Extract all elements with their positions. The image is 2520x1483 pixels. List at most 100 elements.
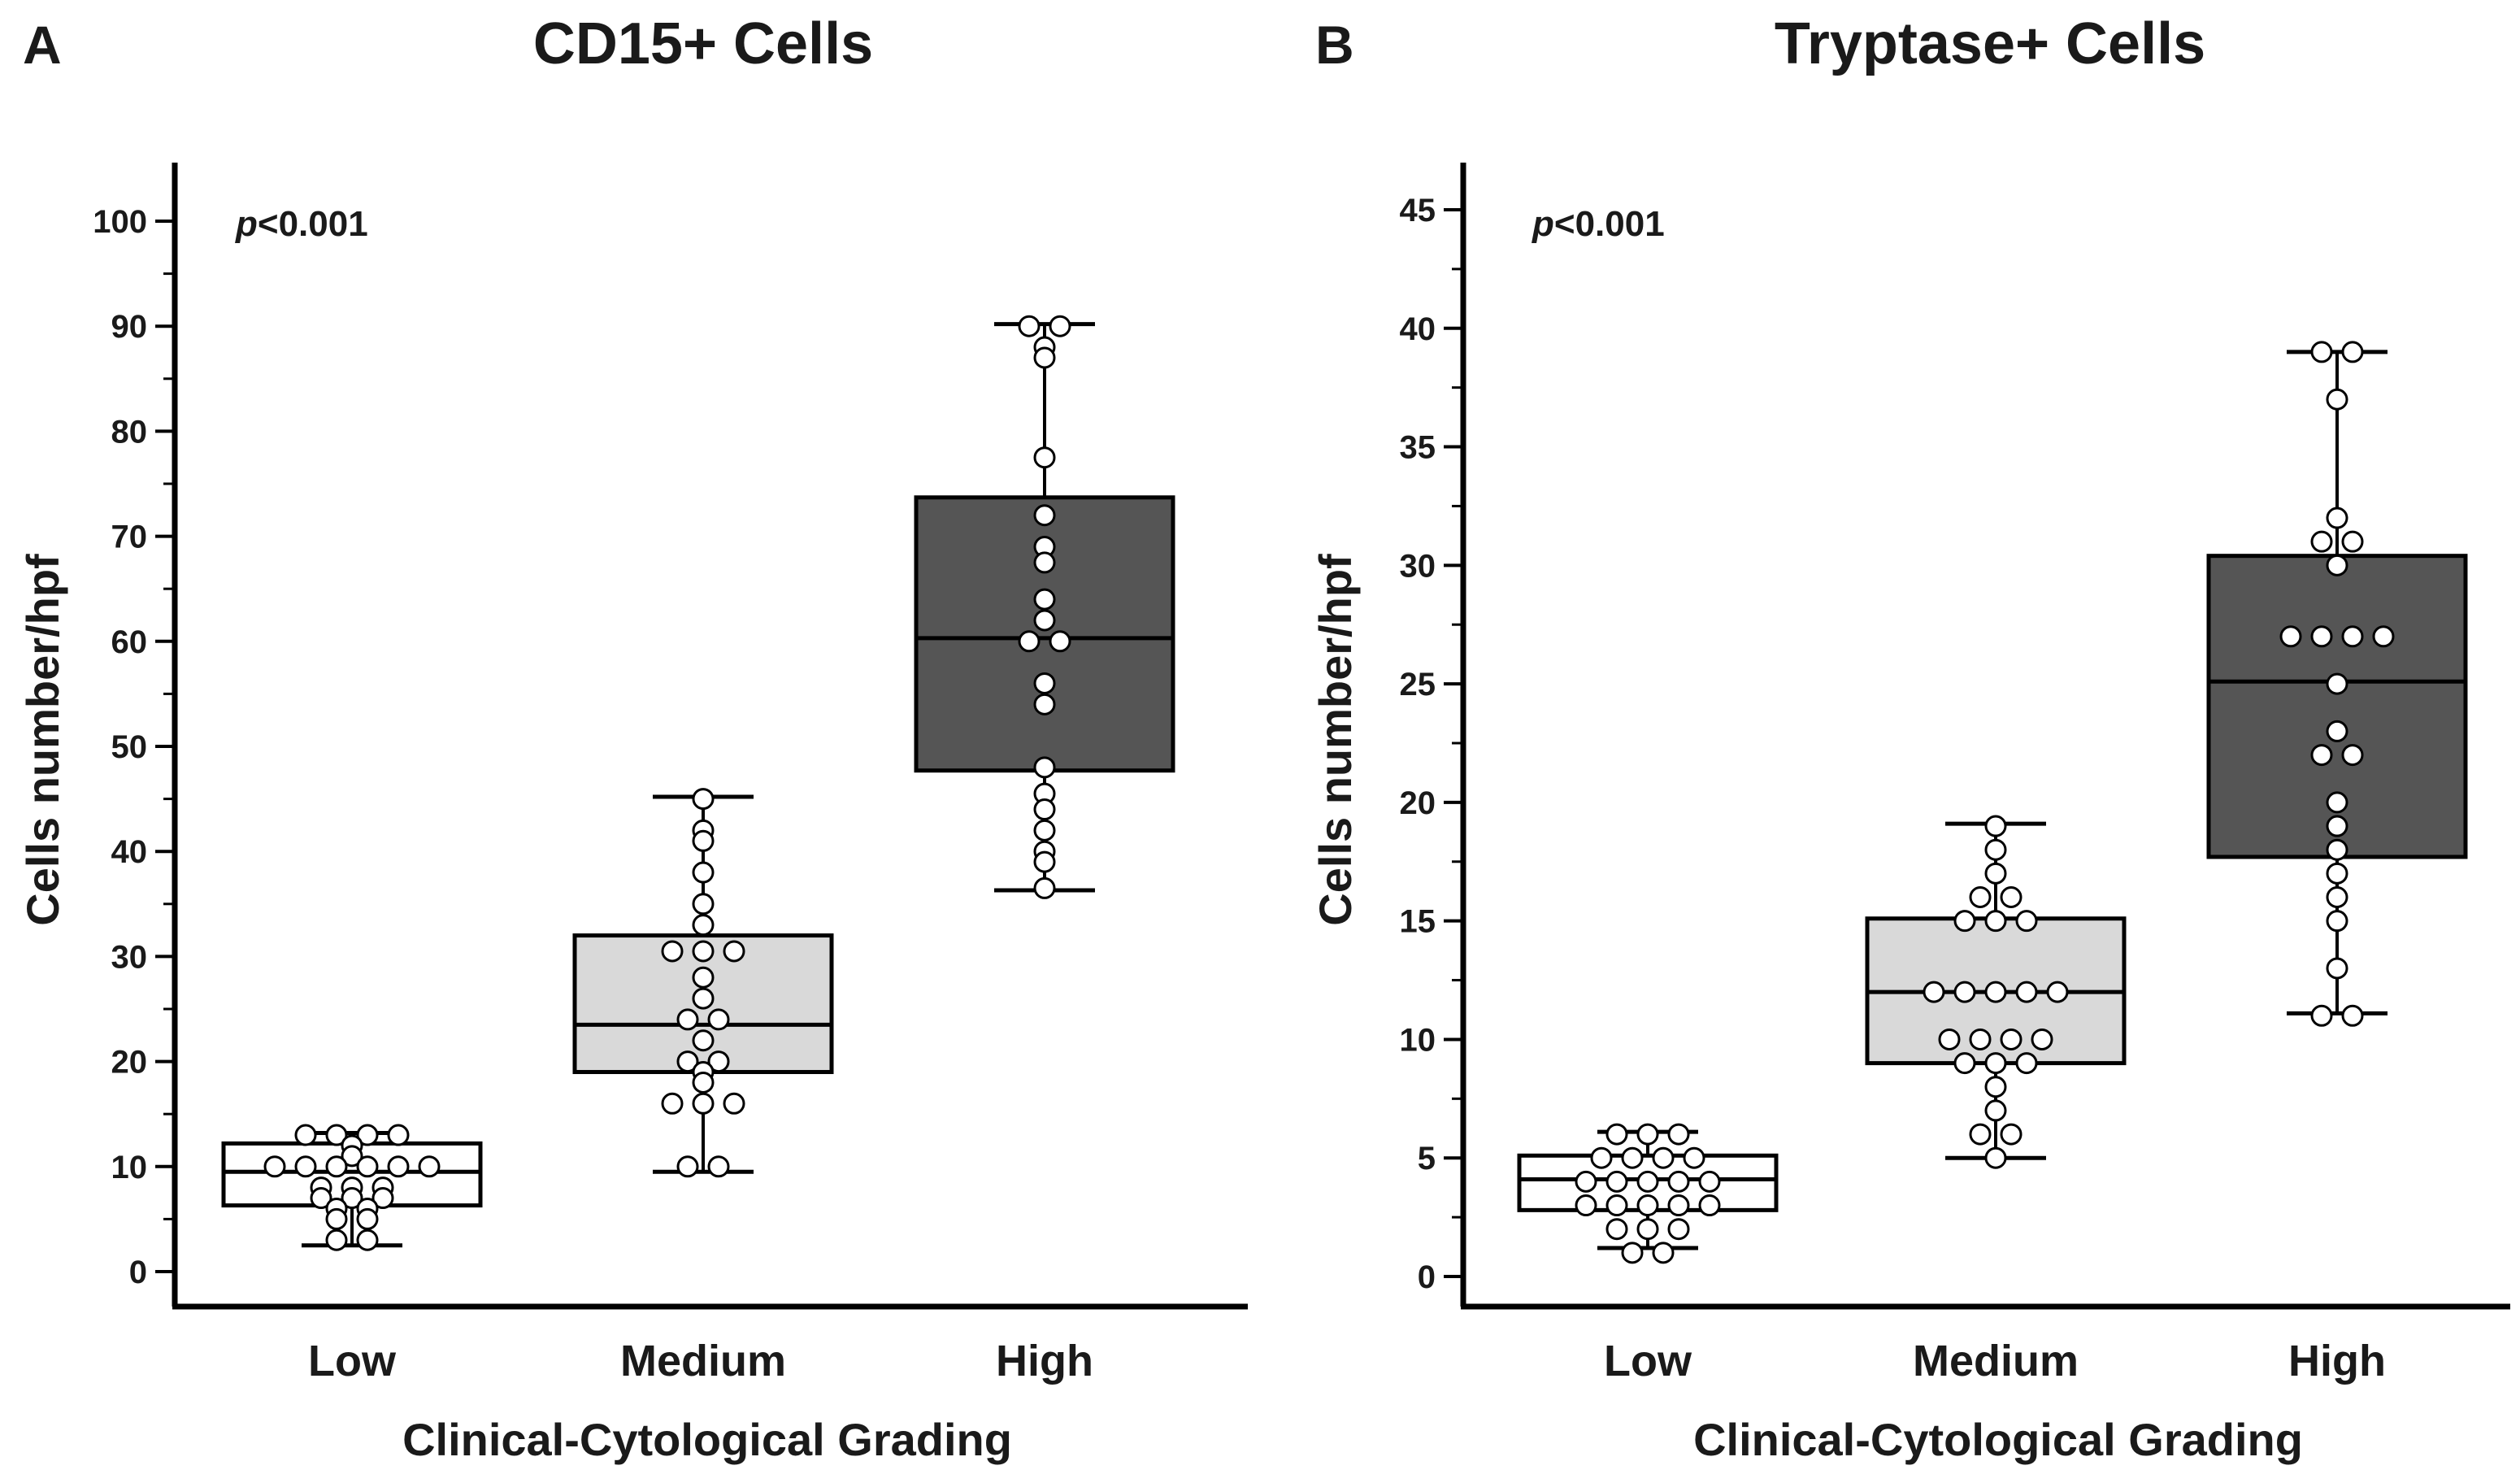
data-point — [1636, 1123, 1659, 1146]
panel-b-y-tick-label: 25 — [1400, 667, 1436, 702]
data-point — [1605, 1170, 1628, 1193]
panel-b-p-symbol: p — [1532, 204, 1554, 244]
data-point — [676, 1050, 699, 1073]
data-point — [356, 1124, 379, 1146]
data-point — [1018, 315, 1041, 337]
data-point — [1621, 1242, 1644, 1264]
data-point — [1636, 1170, 1659, 1193]
data-point — [325, 1155, 348, 1178]
data-point — [2341, 1004, 2364, 1027]
data-point — [2279, 625, 2302, 648]
data-point — [356, 1207, 379, 1230]
data-point — [723, 940, 745, 963]
data-point — [2015, 981, 2038, 1003]
panel-a-p-symbol: p — [235, 204, 258, 244]
data-point — [1984, 1099, 2007, 1122]
data-point — [1575, 1194, 1597, 1217]
data-point — [2326, 720, 2348, 742]
panel-b-y-tick-label: 5 — [1418, 1141, 1436, 1176]
panel-a-category-label: High — [996, 1337, 1093, 1385]
panel-a-y-tick-label: 90 — [111, 309, 148, 345]
panel-a-p-value: p<0.001 — [235, 204, 368, 244]
data-point — [692, 1092, 715, 1115]
data-point — [1033, 609, 1056, 632]
data-point — [294, 1124, 317, 1146]
data-point — [1683, 1146, 1705, 1169]
data-point — [1605, 1194, 1628, 1217]
panel-a-category-label: Medium — [620, 1337, 786, 1385]
data-point — [1033, 504, 1056, 527]
panel-a-y-tick-label: 70 — [111, 520, 148, 555]
data-point — [1667, 1194, 1690, 1217]
panel-b-box-medium — [1865, 815, 2127, 1169]
data-point — [1667, 1170, 1690, 1193]
panel-a-y-tick-label: 0 — [129, 1255, 147, 1290]
data-point — [2326, 838, 2348, 861]
data-point — [2310, 744, 2333, 767]
panel-a-x-axis-label: Clinical-Cytological Grading — [402, 1414, 1012, 1465]
data-point — [1652, 1242, 1675, 1264]
data-point — [1033, 672, 1056, 694]
data-point — [418, 1155, 441, 1178]
data-point — [2326, 672, 2348, 695]
data-point — [2310, 530, 2333, 553]
panel-b-y-tick-label: 15 — [1400, 904, 1436, 940]
data-point — [1984, 838, 2007, 861]
data-point — [676, 1008, 699, 1031]
data-point — [2326, 791, 2348, 814]
data-point — [2046, 981, 2069, 1003]
panel-b-category-label: High — [2288, 1337, 2386, 1385]
data-point — [1984, 1052, 2007, 1075]
panel-b-y-tick-label: 35 — [1400, 430, 1436, 466]
data-point — [723, 1092, 745, 1115]
panel-b-letter: B — [1315, 15, 1354, 75]
data-point — [1984, 862, 2007, 885]
panel-b-category-label: Low — [1604, 1337, 1692, 1385]
data-point — [1033, 819, 1056, 842]
data-point — [2326, 910, 2348, 933]
panel-a-p-threshold: <0.001 — [258, 204, 368, 244]
data-point — [310, 1187, 332, 1210]
data-point — [1698, 1194, 1721, 1217]
data-point — [1033, 756, 1056, 779]
panel-b-category-label: Medium — [1913, 1337, 2079, 1385]
data-point — [325, 1229, 348, 1251]
data-point — [1033, 693, 1056, 715]
data-point — [1938, 1028, 1961, 1050]
data-point — [692, 940, 715, 963]
data-point — [2031, 1028, 2053, 1050]
data-point — [1636, 1194, 1659, 1217]
panel-b-title: Tryptase+ Cells — [1775, 11, 2205, 76]
data-point — [341, 1145, 363, 1168]
data-point — [1923, 981, 1945, 1003]
data-point — [1969, 1028, 1992, 1050]
data-point — [2341, 625, 2364, 648]
data-point — [2000, 1028, 2023, 1050]
data-point — [356, 1155, 379, 1178]
data-point — [356, 1229, 379, 1251]
data-point — [707, 1050, 730, 1073]
panel-a-y-tick-label: 20 — [111, 1045, 148, 1081]
data-point — [1033, 876, 1056, 899]
data-point — [1984, 981, 2007, 1003]
panel-b-y-tick-label: 40 — [1400, 311, 1436, 347]
data-point — [263, 1155, 286, 1178]
panel-a-letter: A — [23, 15, 62, 75]
panel-b-y-axis-label: Cells number/hpf — [1310, 554, 1361, 926]
panel-a-y-axis-label: Cells number/hpf — [17, 554, 68, 926]
panel-a-y-tick-label: 30 — [111, 939, 148, 975]
data-point — [692, 893, 715, 915]
data-point — [661, 940, 684, 963]
panel-b-p-threshold: <0.001 — [1554, 204, 1665, 244]
data-point — [2372, 625, 2395, 648]
panel-a-category-label: Low — [308, 1337, 397, 1385]
panel-b-y-tick-label: 45 — [1400, 193, 1436, 228]
panel-b: B Tryptase+ Cells 0 5 10 15 20 25 30 35 40 45 p<0.00… — [1310, 11, 2510, 1465]
data-point — [1652, 1146, 1675, 1169]
data-point — [2000, 1123, 2023, 1146]
data-point — [2326, 957, 2348, 980]
panel-a: A CD15+ Cells 0 10 20 30 40 50 60 70 80 90 100 p<0.00… — [17, 11, 1248, 1465]
data-point — [1984, 1146, 2007, 1169]
data-point — [676, 1155, 699, 1178]
